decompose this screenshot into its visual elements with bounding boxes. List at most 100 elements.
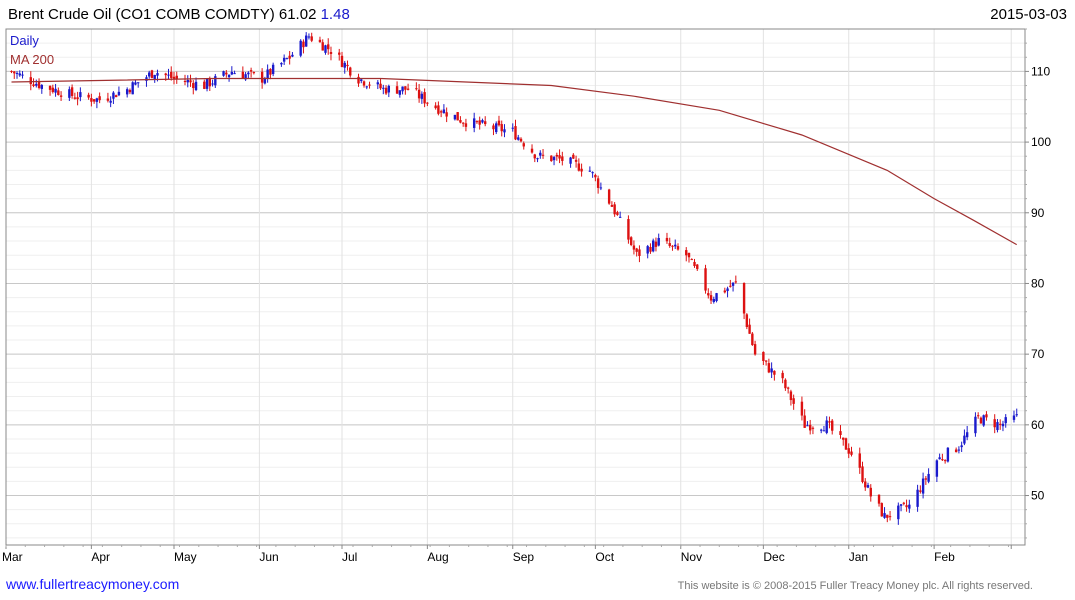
candle-body: [211, 83, 214, 85]
candle-body: [346, 64, 349, 67]
candle-body: [764, 360, 768, 362]
candle-body: [709, 295, 713, 301]
candle-body: [464, 123, 468, 127]
candle-body: [784, 379, 787, 389]
candle-body: [616, 212, 619, 215]
candle-body: [349, 67, 352, 76]
candle-body: [269, 69, 272, 75]
y-axis: 50 60 70 80 90 100 110: [1025, 28, 1051, 539]
candle-body: [285, 58, 289, 60]
candle-body: [271, 64, 275, 75]
candle-body: [475, 121, 479, 123]
y-tick-label: 60: [1031, 418, 1045, 432]
candle-body: [164, 73, 167, 76]
candle-body: [808, 424, 812, 431]
candle-body: [519, 138, 523, 142]
candle-body: [148, 72, 151, 77]
candle-body: [919, 490, 922, 492]
candle-body: [632, 245, 636, 250]
candle-body: [59, 95, 63, 97]
x-tick-label: Mar: [2, 550, 23, 564]
candle-body: [1015, 414, 1018, 416]
candle-body: [40, 85, 44, 89]
candle-body: [869, 487, 872, 497]
candle-body: [376, 82, 379, 85]
candle-body: [517, 137, 520, 140]
candle-body: [32, 84, 35, 86]
candle-body: [79, 92, 82, 98]
candle-body: [48, 85, 52, 90]
candle-body: [426, 102, 429, 104]
candle-body: [555, 154, 559, 157]
candle-body: [803, 415, 806, 428]
chart-title: Brent Crude Oil (CO1 COMB COMDTY) 61.02 …: [8, 6, 350, 23]
candle-body: [153, 74, 156, 80]
y-tick-label: 110: [1031, 64, 1050, 78]
candle-body: [503, 129, 506, 133]
candle-body: [954, 449, 958, 453]
candle-body: [37, 81, 41, 88]
candle-body: [95, 98, 99, 102]
candle-body: [715, 293, 718, 302]
candle-body: [368, 84, 371, 86]
title-text: Brent Crude Oil (CO1 COMB COMDTY) 61.02: [8, 6, 317, 23]
candle-body: [109, 100, 112, 103]
candle-body: [943, 460, 947, 462]
candle-body: [742, 282, 746, 314]
candle-body: [453, 114, 457, 120]
candle-body: [668, 243, 671, 246]
candle-body: [321, 42, 324, 51]
candle-body: [445, 112, 448, 117]
candle-body: [10, 71, 13, 73]
candle-body: [877, 494, 881, 504]
candle-body: [15, 72, 19, 74]
candle-body: [343, 62, 346, 68]
y-tick-label: 50: [1031, 489, 1045, 503]
y-tick-label: 100: [1031, 135, 1051, 149]
candle-body: [92, 99, 96, 102]
candle-body: [233, 73, 236, 75]
candle-body: [112, 92, 115, 99]
candle-body: [360, 79, 363, 81]
candle-body: [864, 481, 867, 488]
candle-body: [569, 157, 572, 164]
candle-body: [786, 387, 790, 389]
candle-body: [899, 504, 903, 506]
candle-body: [437, 105, 440, 114]
candle-body: [387, 85, 391, 93]
candle-body: [685, 250, 688, 256]
candle-body: [18, 73, 21, 76]
candle-body: [908, 504, 911, 509]
candle-body: [172, 76, 176, 79]
candle-body: [982, 415, 985, 426]
candle-body: [156, 73, 159, 76]
candle-body: [652, 240, 655, 252]
candle-body: [478, 120, 481, 125]
x-tick-label: Sep: [513, 550, 535, 564]
candle-body: [588, 170, 592, 172]
candle-body: [282, 57, 286, 62]
candle-body: [676, 246, 680, 250]
candle-body: [935, 460, 939, 477]
candle-body: [406, 88, 410, 90]
candle-body: [828, 421, 831, 423]
candle-body: [51, 87, 55, 93]
site-link[interactable]: www.fullertreacymoney.com: [6, 576, 180, 592]
candle-body: [114, 95, 118, 98]
candle-body: [70, 87, 74, 96]
candle-body: [318, 39, 322, 43]
candle-body: [591, 172, 594, 174]
candle-body: [671, 245, 674, 247]
y-tick-label: 90: [1031, 206, 1045, 220]
candle-body: [472, 118, 476, 128]
candle-body: [731, 282, 735, 286]
candle-body: [68, 89, 71, 98]
candle-body: [646, 246, 649, 254]
candle-body: [842, 437, 845, 440]
candle-body: [280, 62, 283, 65]
candle-body: [726, 288, 729, 292]
candle-body: [707, 293, 710, 296]
candle-body: [610, 204, 614, 207]
x-tick-label: Dec: [763, 550, 784, 564]
candle-body: [960, 445, 963, 448]
